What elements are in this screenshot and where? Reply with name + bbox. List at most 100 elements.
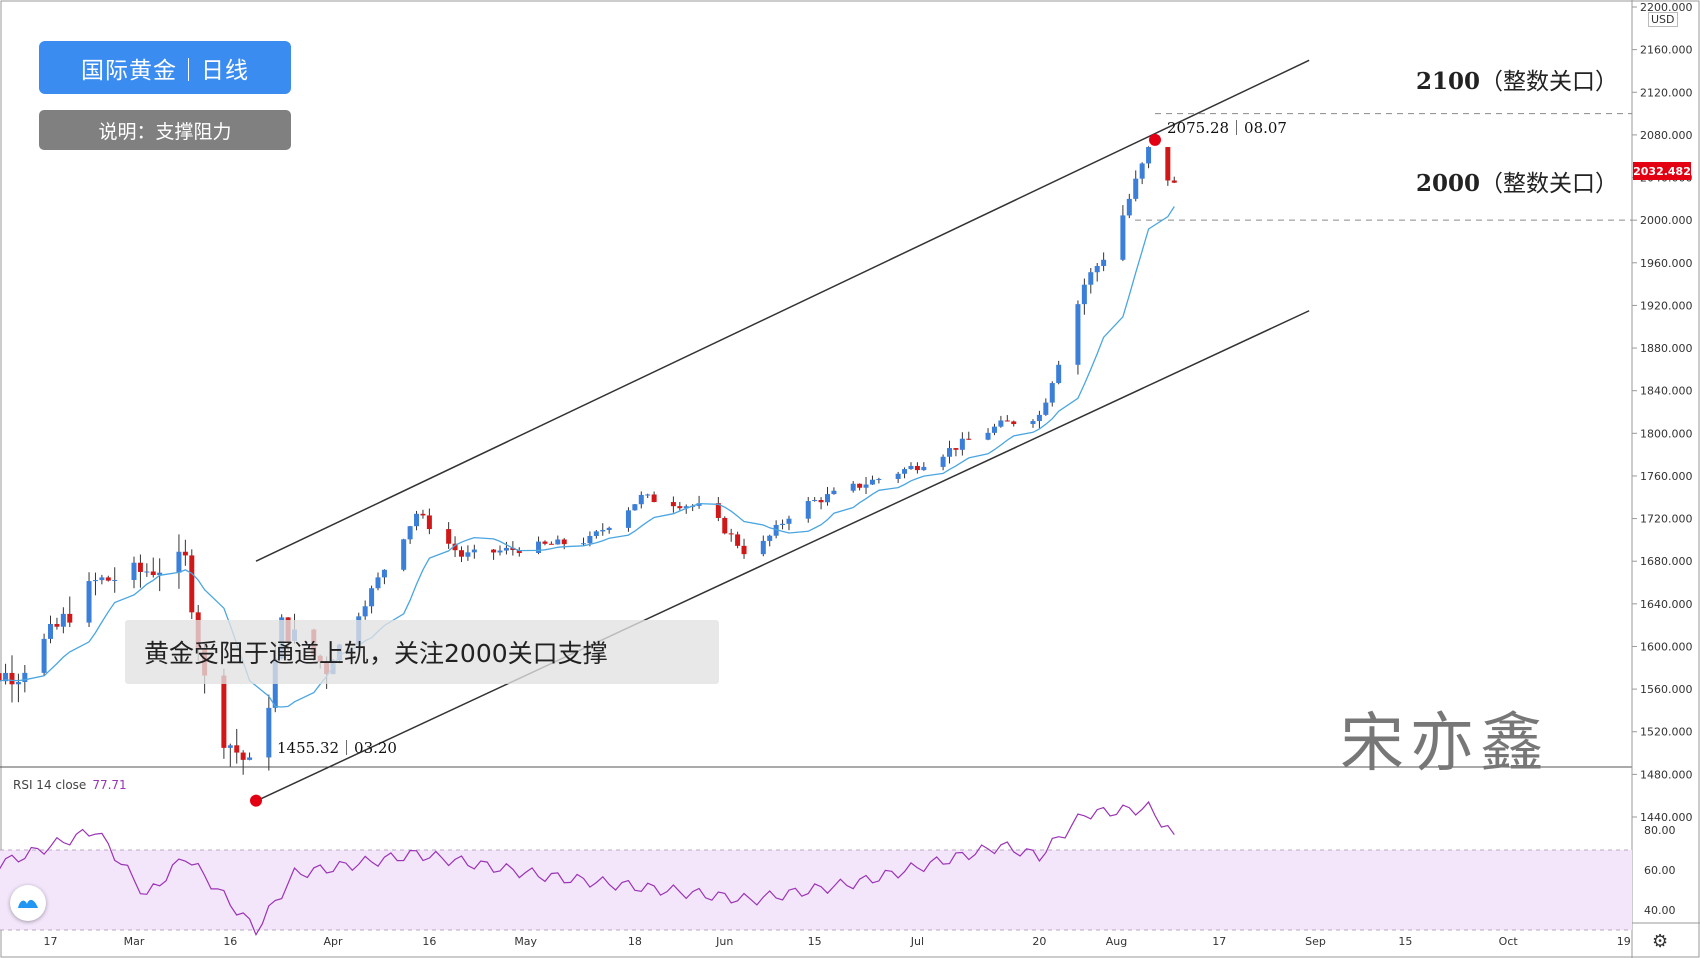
candle-body: [825, 494, 831, 503]
time-tick-label: 18: [628, 935, 642, 948]
candle-body: [998, 420, 1004, 427]
note-badge: 说明：支撑阻力: [39, 110, 291, 150]
candle-body: [953, 448, 959, 450]
currency-label: USD: [1648, 12, 1678, 27]
candle-body: [1081, 284, 1087, 305]
candle-body: [0, 673, 2, 682]
candle-body: [722, 517, 728, 534]
price-tick-label: 1840.000: [1640, 385, 1693, 398]
candle-body: [510, 547, 516, 551]
level-2100-label: 2100（整数关口）: [1416, 62, 1618, 96]
rsi-tick-label: 80.00: [1644, 824, 1676, 837]
candle-body: [857, 483, 863, 488]
candle-body: [786, 518, 792, 524]
candle-body: [536, 541, 542, 553]
candle-body: [516, 550, 522, 553]
price-tick-label: 1520.000: [1640, 726, 1693, 739]
candle-body: [670, 502, 676, 507]
title-badge: 国际黄金｜日线: [39, 41, 291, 94]
candle-body: [548, 543, 554, 545]
price-tick-label: 1720.000: [1640, 513, 1693, 526]
rsi-band: [0, 850, 1632, 930]
level-2000-text: （整数关口）: [1480, 171, 1618, 197]
tradingview-logo-icon[interactable]: [10, 885, 46, 921]
candle-body: [1165, 147, 1171, 181]
candle-body: [503, 547, 509, 551]
candle-body: [1011, 421, 1017, 425]
candle-body: [1120, 215, 1126, 260]
candle-body: [587, 535, 593, 544]
time-tick-label: Aug: [1106, 935, 1127, 948]
candle-body: [651, 494, 657, 503]
candle-body: [1101, 259, 1107, 266]
candle-body: [985, 432, 991, 440]
candle-body: [92, 580, 98, 582]
candle-body: [1043, 402, 1049, 415]
channel-upper-line: [255, 59, 1310, 562]
rsi-tick-label: 60.00: [1644, 864, 1676, 877]
ma-line: [0, 206, 1175, 708]
candle-body: [542, 541, 548, 544]
candle-body: [645, 494, 651, 496]
candle-body: [420, 513, 426, 516]
time-tick-label: Jun: [715, 935, 733, 948]
price-tick-label: 1480.000: [1640, 768, 1693, 781]
time-tick-label: Mar: [124, 935, 145, 948]
candle-body: [67, 613, 73, 623]
time-tick-label: Apr: [324, 935, 344, 948]
candle-body: [715, 503, 721, 518]
price-ticks: 2200.0002160.0002120.0002080.0002040.000…: [1632, 1, 1693, 824]
candle-body: [15, 682, 21, 685]
level-lines: [1135, 113, 1632, 221]
candle-body: [947, 448, 953, 457]
candle-body: [112, 580, 118, 582]
candle-body: [9, 672, 15, 685]
time-tick-label: 17: [1212, 935, 1226, 948]
level-2000-label: 2000（整数关口）: [1416, 164, 1618, 198]
candle-body: [362, 606, 368, 617]
candle-body: [1146, 147, 1152, 164]
candle-body: [940, 456, 946, 467]
time-tick-label: May: [514, 935, 537, 948]
price-tick-label: 2160.000: [1640, 44, 1693, 57]
candle-body: [1171, 180, 1177, 183]
callout-box: 黄金受阻于通道上轨，关注2000关口支撑: [125, 620, 719, 684]
candle-body: [1094, 265, 1100, 273]
candle-body: [1030, 421, 1036, 425]
candle-body: [3, 672, 9, 682]
level-2000-number: 2000: [1415, 170, 1480, 197]
candle-body: [22, 672, 28, 683]
candle-body: [497, 550, 503, 553]
candle-body: [683, 506, 689, 509]
candle-body: [227, 745, 233, 748]
candle-body: [632, 504, 638, 511]
price-tick-label: 1640.000: [1640, 598, 1693, 611]
time-tick-label: 15: [808, 935, 822, 948]
candle-body: [1049, 383, 1055, 403]
candle-body: [157, 572, 163, 575]
price-tick-label: 1880.000: [1640, 342, 1693, 355]
candles: [0, 146, 1177, 775]
candle-body: [86, 581, 92, 623]
candle-body: [959, 438, 965, 450]
candle-body: [677, 506, 683, 509]
rsi-legend-value: 77.71: [92, 778, 127, 792]
candle-body: [735, 534, 741, 546]
moving-average: [0, 206, 1175, 708]
time-tick-label: 15: [1398, 935, 1412, 948]
price-tick-label: 2080.000: [1640, 129, 1693, 142]
candle-body: [1133, 178, 1139, 199]
rsi-line: [0, 800, 1175, 937]
candle-body: [561, 539, 567, 545]
price-tick-label: 1960.000: [1640, 257, 1693, 270]
time-tick-label: 19: [1617, 935, 1631, 948]
settings-gear-icon[interactable]: ⚙: [1652, 931, 1669, 952]
candle-body: [401, 539, 407, 570]
candle-body: [780, 523, 786, 525]
candle-body: [818, 500, 824, 503]
candle-body: [1126, 198, 1132, 216]
price-tick-label: 1560.000: [1640, 683, 1693, 696]
candle-body: [375, 577, 381, 589]
